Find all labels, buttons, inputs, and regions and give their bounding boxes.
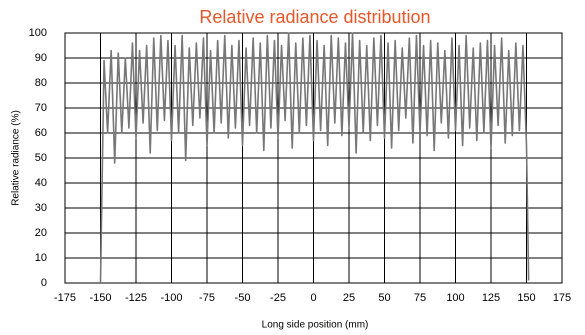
x-tick-label: -125 — [125, 292, 147, 304]
x-tick-label: -150 — [89, 292, 111, 304]
x-tick-label: 75 — [414, 292, 426, 304]
y-tick-label: 0 — [41, 277, 47, 289]
chart-title: Relative radiance distribution — [199, 7, 430, 27]
y-tick-label: 70 — [35, 102, 47, 114]
x-tick-label: 25 — [343, 292, 355, 304]
y-tick-label: 80 — [35, 77, 47, 89]
x-tick-label: 100 — [446, 292, 464, 304]
x-tick-label: 150 — [517, 292, 535, 304]
y-tick-label: 30 — [35, 202, 47, 214]
y-tick-label: 50 — [35, 152, 47, 164]
y-tick-label: 60 — [35, 127, 47, 139]
x-tick-label: -50 — [235, 292, 251, 304]
x-axis-label: Long side position (mm) — [262, 320, 369, 331]
data-line — [99, 32, 530, 284]
y-axis-label: Relative radiance (%) — [11, 110, 22, 206]
y-tick-label: 100 — [29, 27, 47, 39]
x-tick-label: -175 — [54, 292, 76, 304]
x-tick-label: -25 — [270, 292, 286, 304]
x-tick-label: 0 — [310, 292, 316, 304]
plot-border — [64, 32, 563, 284]
y-tick-label: 10 — [35, 252, 47, 264]
x-tick-label: 175 — [553, 292, 571, 304]
y-tick-label: 20 — [35, 227, 47, 239]
x-tick-label: -100 — [160, 292, 182, 304]
y-tick-label: 90 — [35, 52, 47, 64]
y-tick-label: 40 — [35, 177, 47, 189]
x-tick-label: -75 — [199, 292, 215, 304]
x-tick-label: 50 — [378, 292, 390, 304]
x-tick-label: 125 — [482, 292, 500, 304]
